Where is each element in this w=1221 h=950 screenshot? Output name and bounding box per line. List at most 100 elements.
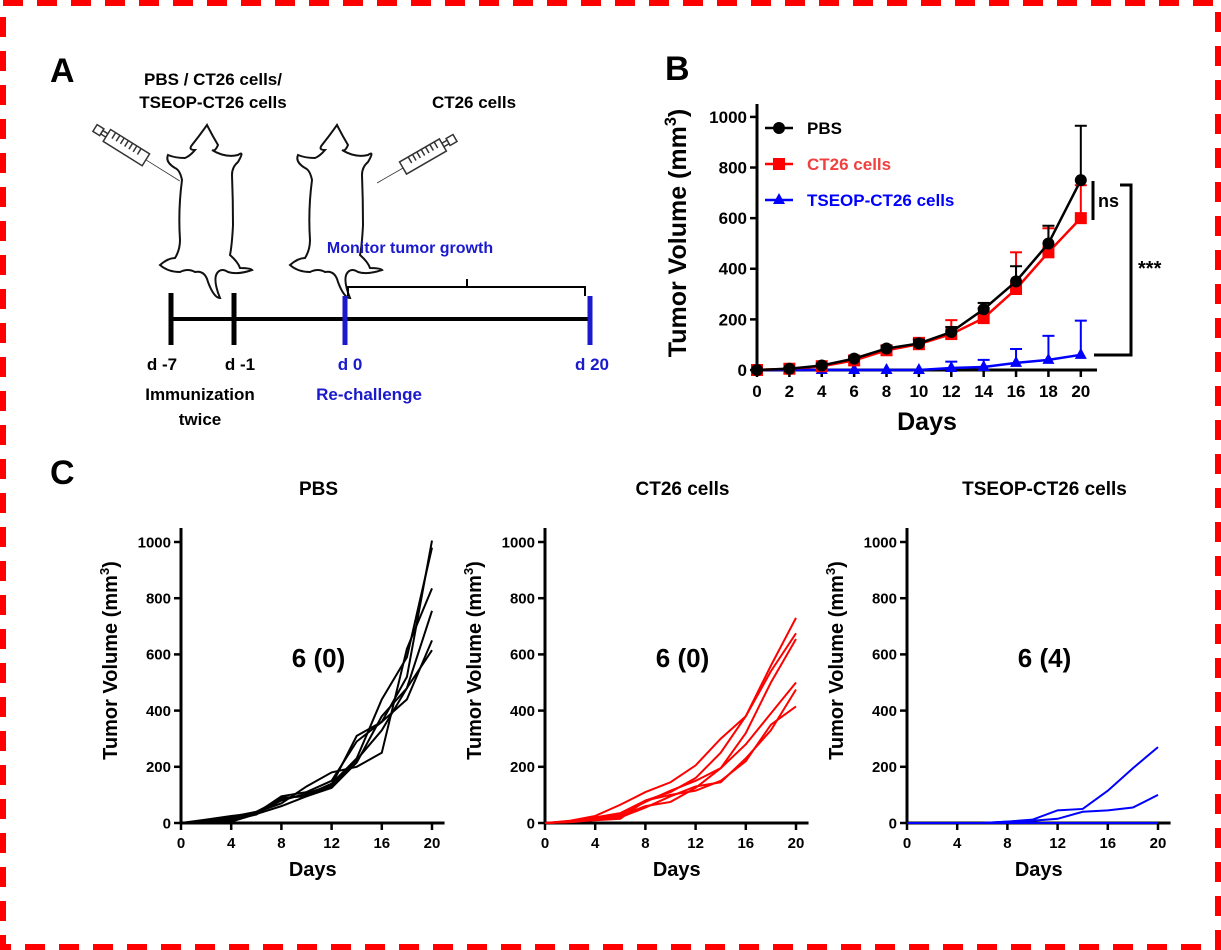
data-point-circle	[912, 337, 925, 350]
x-tick-label: 8	[1003, 835, 1011, 852]
y-tick-label: 800	[146, 590, 171, 607]
data-point-square	[1042, 246, 1055, 259]
series-pbs	[751, 124, 1087, 376]
y-tick-label: 800	[872, 590, 897, 607]
mouse-icon	[288, 123, 384, 300]
y-tick-label: 400	[719, 260, 747, 279]
y-axis-label-main: Tumor Volume (mm	[100, 575, 122, 760]
x-tick-label: 4	[817, 382, 827, 401]
legend-marker-square	[773, 158, 785, 170]
panel-c-ct26-chart: 0 200 400 600 800 1000 0 4 8 12 16 20 Days Tumor Volu…	[461, 479, 809, 881]
significance-bracket	[1094, 183, 1133, 357]
y-axis-label-main: Tumor Volume (mm	[664, 126, 692, 357]
chart-title: TSEOP-CT26 cells	[962, 479, 1127, 500]
x-axis-label: Days	[289, 859, 337, 881]
panel-b-label: B	[665, 50, 690, 88]
x-tick-label: 14	[974, 382, 993, 401]
y-tick-label: 200	[146, 759, 171, 776]
panel-b-chart: B 0 200 400 600 800 1000 0 2 4 6 8 10 12 14 16 18 20 Days…	[662, 50, 1162, 436]
chart-title: CT26 cells	[636, 479, 730, 500]
tick-label-d0: d 0	[338, 355, 363, 374]
y-axis-label-close: )	[100, 561, 122, 568]
y-tick-label: 600	[510, 647, 535, 664]
significance-label: ***	[1138, 258, 1162, 280]
syringe-icon	[91, 123, 181, 182]
panel-c-tseop-chart: 0 200 400 600 800 1000 0 4 8 12 16 20 Days Tumor Volu…	[823, 479, 1171, 881]
chart-title: PBS	[299, 479, 338, 500]
y-axis-label: Tumor Volume (mm3)	[97, 561, 122, 760]
y-tick-label: 400	[510, 703, 535, 720]
y-tick-label: 0	[738, 361, 747, 380]
data-point-circle	[848, 352, 861, 365]
data-point-triangle	[1074, 347, 1087, 359]
y-tick-label: 200	[719, 310, 747, 329]
legend-label: PBS	[807, 119, 842, 138]
data-point-circle	[977, 303, 990, 316]
y-tick-label: 400	[872, 703, 897, 720]
x-tick-label: 16	[737, 835, 754, 852]
legend-label: CT26 cells	[807, 155, 891, 174]
tick-label-d-1: d -1	[225, 355, 255, 374]
x-axis-label: Days	[1015, 859, 1063, 881]
panel-c-pbs-chart: 0 200 400 600 800 1000 0 4 8 12 16 20 Days Tumor Volu…	[97, 479, 445, 881]
y-axis-label: Tumor Volume (mm3)	[823, 561, 848, 760]
y-tick-label: 800	[510, 590, 535, 607]
monitor-bracket	[347, 279, 586, 296]
y-axis-label-superscript: 3	[662, 117, 680, 126]
x-tick-label: 20	[424, 835, 441, 852]
y-tick-label: 200	[510, 759, 535, 776]
individual-growth-line	[180, 649, 433, 824]
x-tick-label: 4	[227, 835, 236, 852]
y-axis-label-main: Tumor Volume (mm	[464, 575, 486, 760]
individual-growth-line	[180, 547, 433, 824]
y-tick-label: 600	[872, 647, 897, 664]
x-tick-label: 0	[541, 835, 549, 852]
data-point-triangle	[977, 359, 990, 371]
y-axis-label: Tumor Volume (mm3)	[662, 109, 692, 357]
x-tick-label: 12	[323, 835, 340, 852]
x-tick-label: 8	[641, 835, 649, 852]
x-tick-label: 16	[1099, 835, 1116, 852]
y-tick-label: 600	[719, 209, 747, 228]
y-tick-label: 200	[872, 759, 897, 776]
y-tick-label: 400	[146, 703, 171, 720]
data-point-triangle	[1010, 355, 1023, 367]
y-axis-label-close: )	[664, 109, 692, 117]
immunization-label-2: twice	[179, 410, 222, 429]
y-tick-label: 1000	[138, 534, 171, 551]
y-tick-label: 600	[146, 647, 171, 664]
tick-label-d20: d 20	[575, 355, 609, 374]
data-point-circle	[815, 359, 828, 372]
data-point-triangle	[945, 360, 958, 372]
x-tick-label: 12	[687, 835, 704, 852]
x-tick-label: 20	[1071, 382, 1090, 401]
individual-growth-line	[180, 540, 433, 824]
rechallenge-label: Re-challenge	[316, 385, 422, 404]
individual-growth-line	[544, 705, 797, 824]
injection1-label-line1: PBS / CT26 cells/	[144, 70, 282, 89]
data-point-triangle	[1042, 352, 1055, 364]
x-tick-label: 8	[882, 382, 891, 401]
tick-label-d-7: d -7	[147, 355, 177, 374]
data-point-circle	[1010, 275, 1023, 288]
x-tick-label: 4	[591, 835, 600, 852]
y-tick-label: 1000	[864, 534, 897, 551]
individual-growth-line	[907, 746, 1159, 824]
ns-label: ns	[1098, 191, 1119, 211]
x-tick-label: 16	[373, 835, 390, 852]
injection2-label: CT26 cells	[432, 93, 516, 112]
data-point-square	[977, 312, 990, 325]
y-tick-label: 0	[527, 815, 535, 832]
x-axis-label: Days	[653, 859, 701, 881]
count-annotation: 6 (0)	[656, 643, 709, 673]
y-axis-label-superscript: 3	[461, 568, 476, 575]
y-axis-label-main: Tumor Volume (mm	[826, 575, 848, 760]
data-point-triangle	[848, 363, 861, 374]
individual-growth-line	[544, 681, 797, 824]
x-tick-label: 0	[752, 382, 761, 401]
count-annotation: 6 (4)	[1018, 643, 1071, 673]
legend: PBS CT26 cells TSEOP-CT26 cells	[765, 119, 954, 210]
panel-c-label: C	[50, 454, 75, 492]
legend-marker-circle	[773, 122, 785, 134]
